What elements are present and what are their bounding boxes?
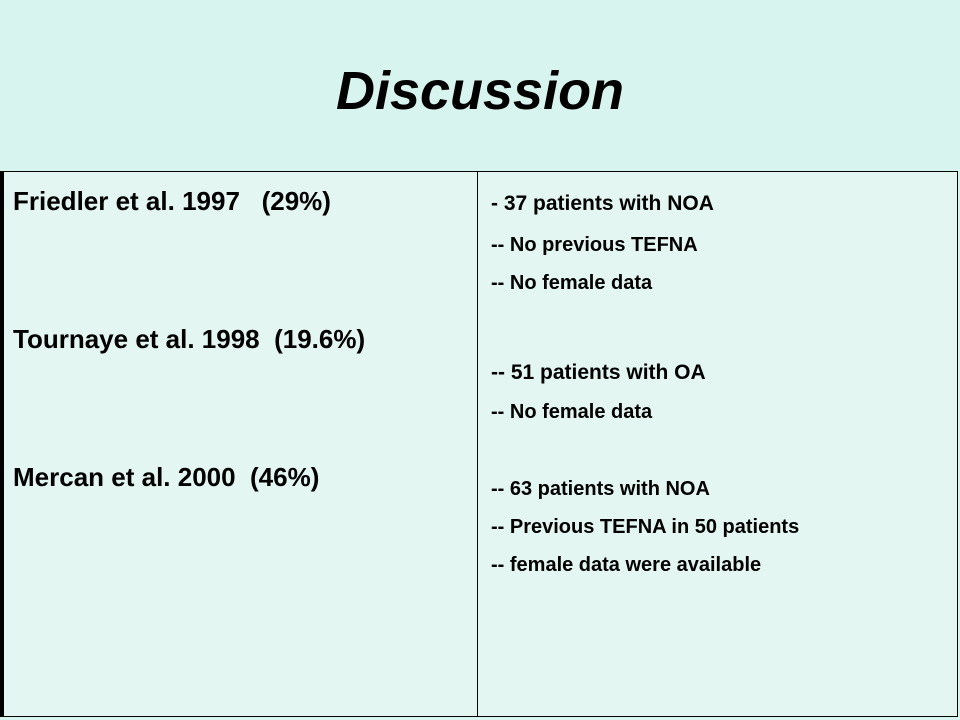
detail-line: -- 51 patients with OA <box>491 361 706 384</box>
studies-column: Friedler et al. 1997 (29%) Tournaye et a… <box>1 172 478 716</box>
detail-line: -- Previous TEFNA in 50 patients <box>491 516 800 538</box>
study-friedler: Friedler et al. 1997 (29%) <box>13 186 331 216</box>
detail-line: -- female data were available <box>491 554 762 576</box>
detail-line: -- No previous TEFNA <box>491 234 698 256</box>
details-column: - 37 patients with NOA -- No previous TE… <box>478 172 957 716</box>
detail-line: -- 63 patients with NOA <box>491 478 710 500</box>
comparison-table: Friedler et al. 1997 (29%) Tournaye et a… <box>0 171 958 717</box>
detail-line: -- No female data <box>491 401 653 423</box>
study-tournaye: Tournaye et al. 1998 (19.6%) <box>13 324 366 354</box>
study-mercan: Mercan et al. 2000 (46%) <box>13 462 320 492</box>
detail-line: - 37 patients with NOA <box>491 192 714 215</box>
detail-line: -- No female data <box>491 272 653 294</box>
slide-title: Discussion <box>335 61 625 121</box>
